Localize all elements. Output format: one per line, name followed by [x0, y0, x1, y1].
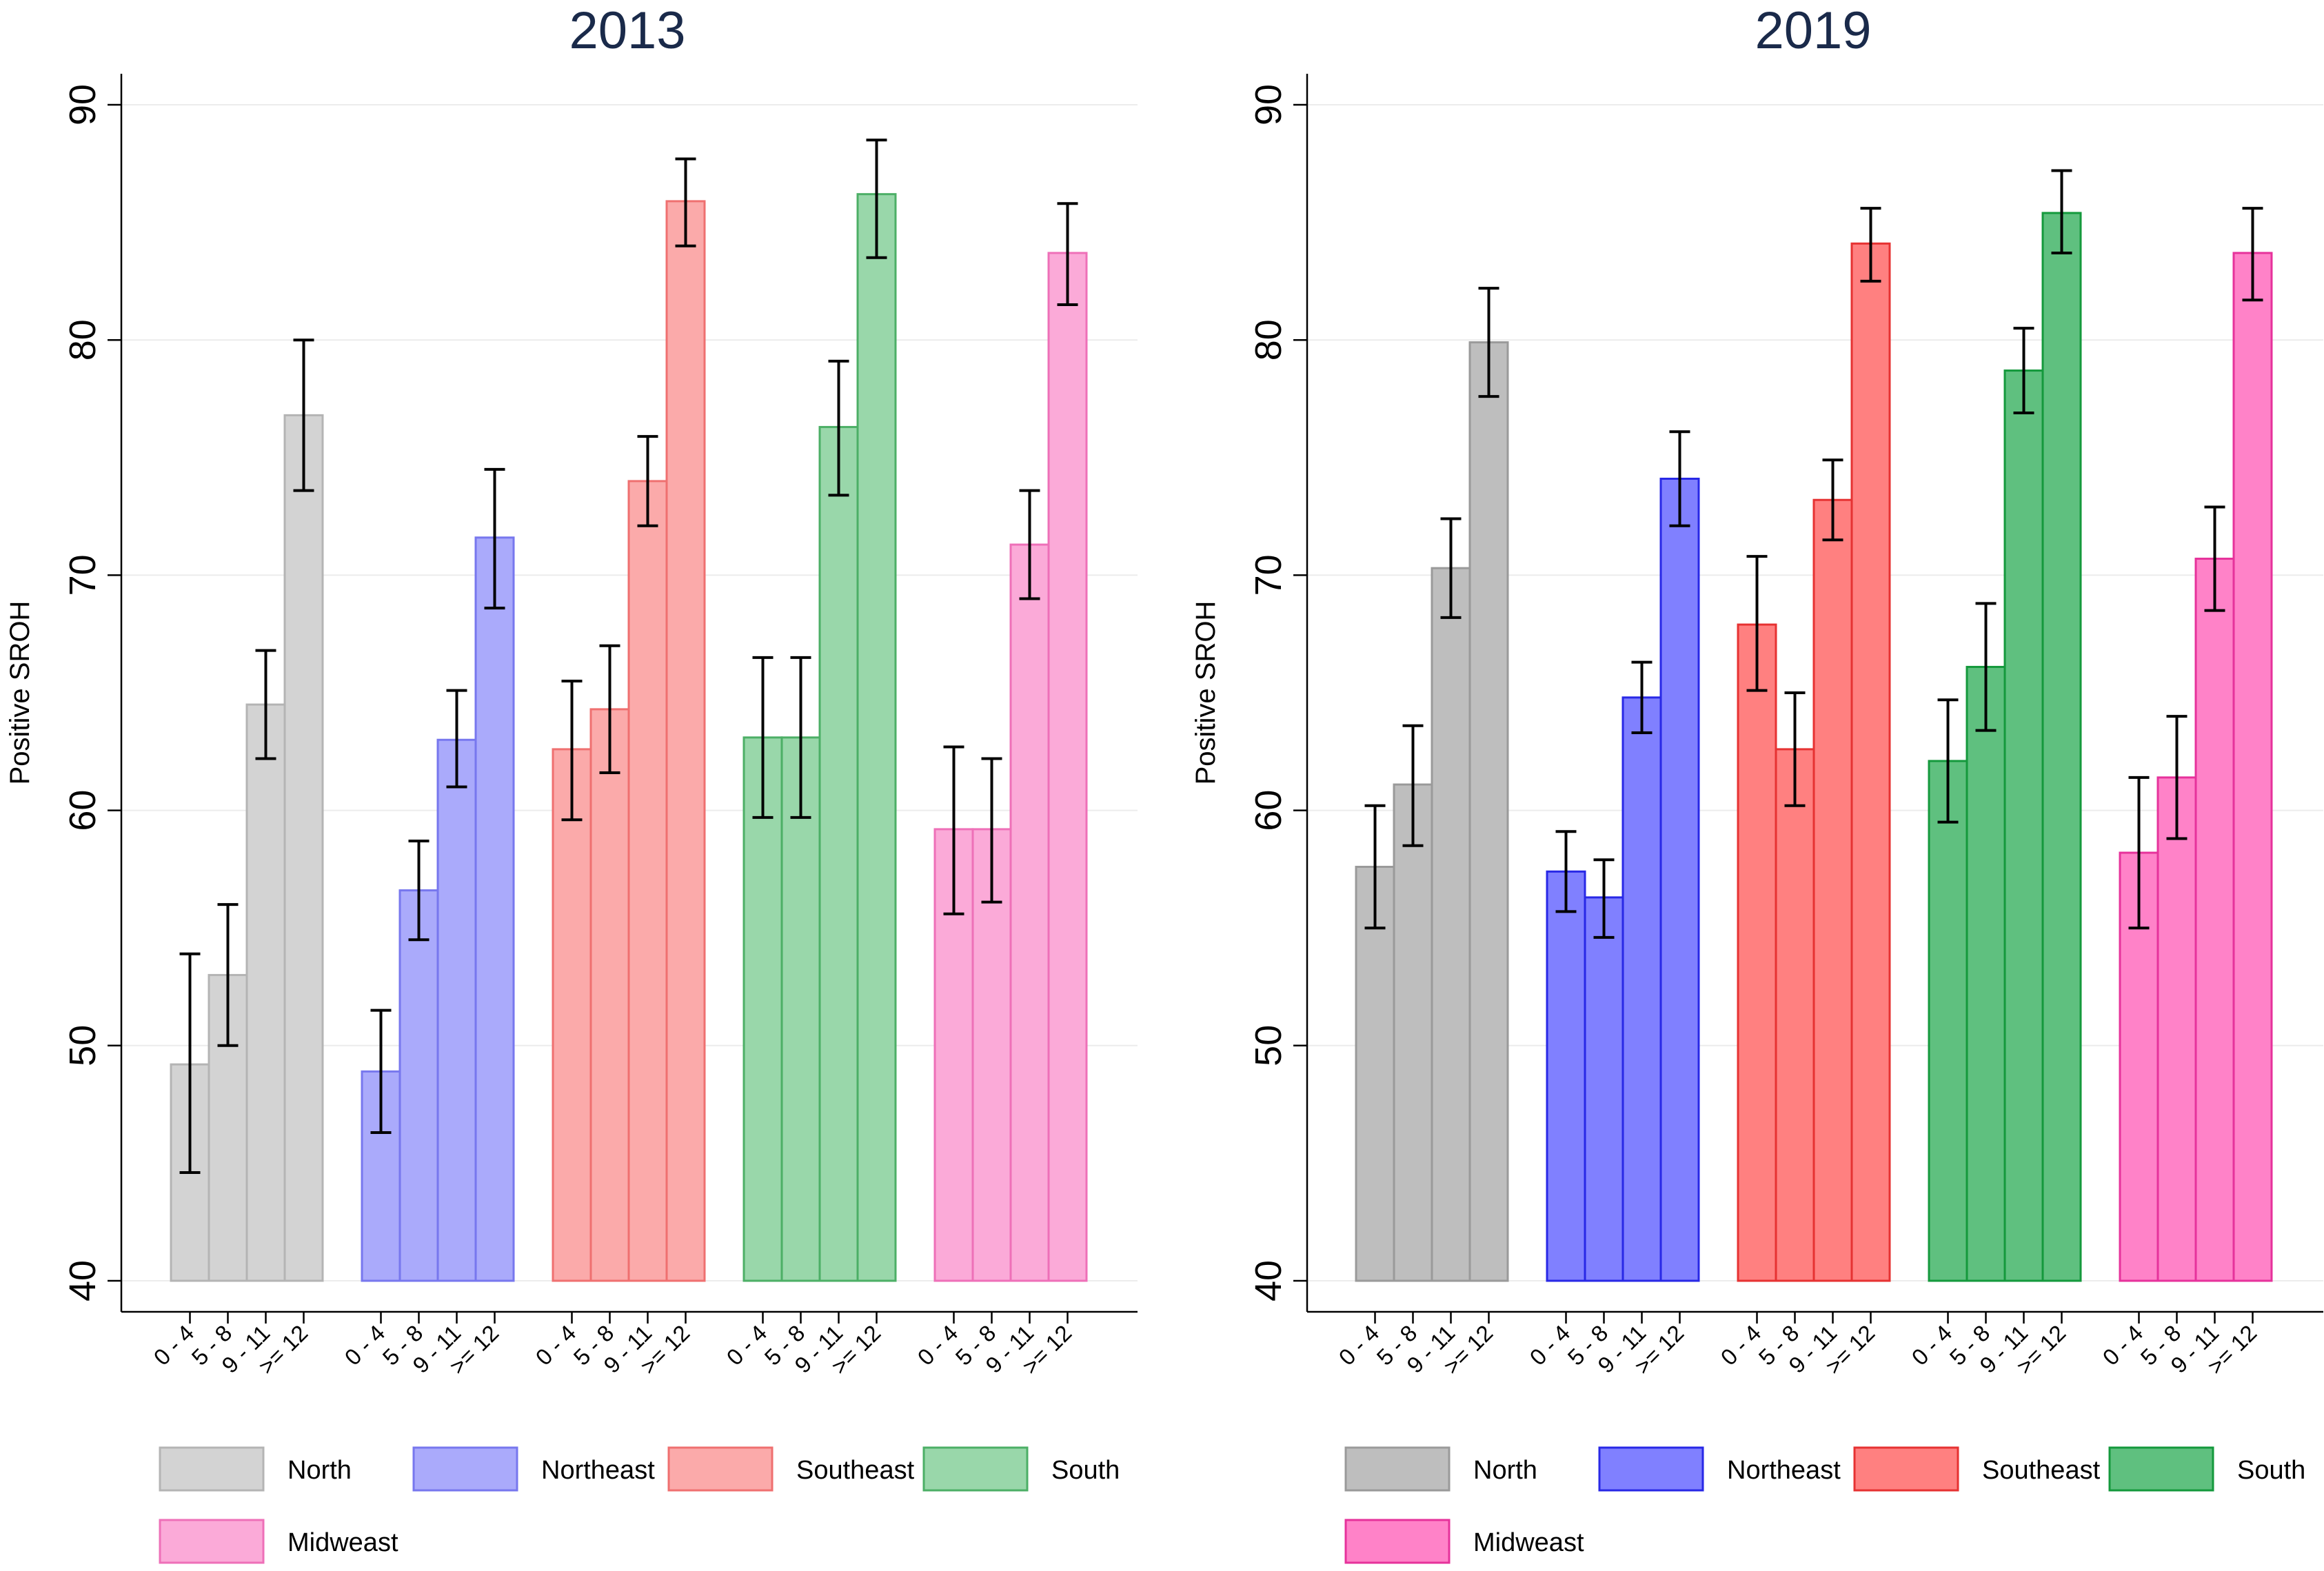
y-axis-label: Positive SROH: [5, 601, 35, 785]
bar-northeast-9-11: [1621, 696, 1662, 1282]
y-axis-label: Positive SROH: [1191, 601, 1221, 785]
bar-southeast-9-11: [627, 480, 668, 1282]
bar-south-5-8: [1966, 665, 2006, 1282]
legend-item-northeast: Northeast: [1598, 1446, 1841, 1492]
x-tick-label: 0 - 4: [1525, 1320, 1575, 1370]
bar-midweast-12: [1047, 252, 1088, 1282]
legend-label-southeast: Southeast: [1982, 1456, 2101, 1485]
bar-northeast-0-4: [1546, 870, 1586, 1282]
legend-label-southeast: Southeast: [796, 1456, 915, 1485]
legend-item-north: North: [1344, 1446, 1537, 1492]
bar-midweast-9-11: [2194, 558, 2235, 1282]
y-tick-label: 50: [62, 1025, 103, 1066]
y-tick-label: 60: [62, 790, 103, 831]
legend-item-south: South: [922, 1446, 1120, 1492]
legend-swatch-northeast: [412, 1446, 518, 1492]
bar-southeast-0-4: [1737, 623, 1777, 1282]
legend-swatch-north: [159, 1446, 265, 1492]
legend-item-north: North: [159, 1446, 352, 1492]
legend-label-northeast: Northeast: [541, 1456, 655, 1485]
bar-south-0-4: [1928, 760, 1968, 1282]
bar-northeast-9-11: [436, 738, 477, 1282]
bar-south-9-11: [818, 425, 859, 1282]
bar-south-12: [2041, 212, 2082, 1282]
x-tick-label: 0 - 4: [1334, 1320, 1384, 1370]
legend-item-midweast: Midweast: [1344, 1519, 1584, 1564]
bar-northeast-5-8: [1584, 896, 1624, 1282]
bar-north-9-11: [245, 703, 286, 1282]
bar-southeast-5-8: [1775, 748, 1815, 1282]
y-tick-label: 90: [62, 84, 103, 125]
y-tick-label: 40: [62, 1260, 103, 1301]
bar-northeast-12: [1659, 478, 1700, 1282]
bar-midweast-5-8: [2156, 776, 2197, 1282]
legend-swatch-southeast: [1853, 1446, 1959, 1492]
x-tick-label: 0 - 4: [1907, 1320, 1957, 1370]
bar-midweast-9-11: [1009, 543, 1050, 1282]
bar-midweast-5-8: [971, 828, 1012, 1282]
bar-southeast-5-8: [589, 708, 630, 1282]
bar-south-9-11: [2003, 369, 2044, 1282]
bar-northeast-12: [474, 536, 515, 1282]
x-tick-label: 0 - 4: [1716, 1320, 1766, 1370]
legend-swatch-north: [1344, 1446, 1451, 1492]
bar-north-5-8: [1393, 783, 1433, 1282]
legend-swatch-south: [2108, 1446, 2214, 1492]
bar-midweast-12: [2232, 252, 2273, 1282]
legend-item-southeast: Southeast: [667, 1446, 915, 1492]
y-tick-label: 80: [62, 319, 103, 361]
legend-swatch-southeast: [667, 1446, 774, 1492]
legend-label-south: South: [2237, 1456, 2305, 1485]
legend-label-northeast: Northeast: [1727, 1456, 1841, 1485]
bar-south-12: [856, 193, 897, 1282]
x-tick-label: 0 - 4: [149, 1320, 199, 1370]
bar-north-12: [283, 414, 324, 1282]
y-tick-label: 70: [1248, 554, 1289, 596]
bar-north-12: [1468, 341, 1509, 1282]
legend-item-northeast: Northeast: [412, 1446, 655, 1492]
bar-southeast-12: [665, 200, 706, 1282]
y-tick-label: 40: [1248, 1260, 1289, 1301]
y-tick-label: 50: [1248, 1025, 1289, 1066]
y-tick-label: 80: [1248, 319, 1289, 361]
legend-label-south: South: [1051, 1456, 1120, 1485]
bar-southeast-9-11: [1812, 498, 1853, 1282]
legend-swatch-midweast: [159, 1519, 265, 1564]
y-tick-label: 70: [62, 554, 103, 596]
legend-item-southeast: Southeast: [1853, 1446, 2101, 1492]
x-tick-label: 0 - 4: [531, 1320, 581, 1370]
legend-label-midweast: Midweast: [1473, 1528, 1584, 1557]
legend-swatch-midweast: [1344, 1519, 1451, 1564]
bar-south-0-4: [742, 736, 783, 1282]
bar-north-9-11: [1431, 567, 1471, 1282]
legend-swatch-northeast: [1598, 1446, 1704, 1492]
bar-south-5-8: [780, 736, 821, 1282]
x-tick-label: 0 - 4: [340, 1320, 390, 1370]
legend-label-north: North: [287, 1456, 352, 1485]
bar-southeast-0-4: [552, 748, 592, 1282]
y-tick-label: 90: [1248, 84, 1289, 125]
x-tick-label: 0 - 4: [2098, 1320, 2148, 1370]
x-tick-label: 0 - 4: [722, 1320, 772, 1370]
bar-southeast-12: [1850, 242, 1891, 1282]
x-tick-label: 0 - 4: [913, 1320, 963, 1370]
chart-title: 2019: [1755, 1, 1871, 60]
legend-label-north: North: [1473, 1456, 1537, 1485]
bar-northeast-5-8: [398, 889, 439, 1282]
legend-swatch-south: [922, 1446, 1029, 1492]
legend-item-south: South: [2108, 1446, 2305, 1492]
legend-item-midweast: Midweast: [159, 1519, 398, 1564]
bar-north-0-4: [1355, 865, 1395, 1282]
legend-label-midweast: Midweast: [287, 1528, 398, 1557]
y-tick-label: 60: [1248, 790, 1289, 831]
chart-title: 2013: [569, 1, 685, 60]
